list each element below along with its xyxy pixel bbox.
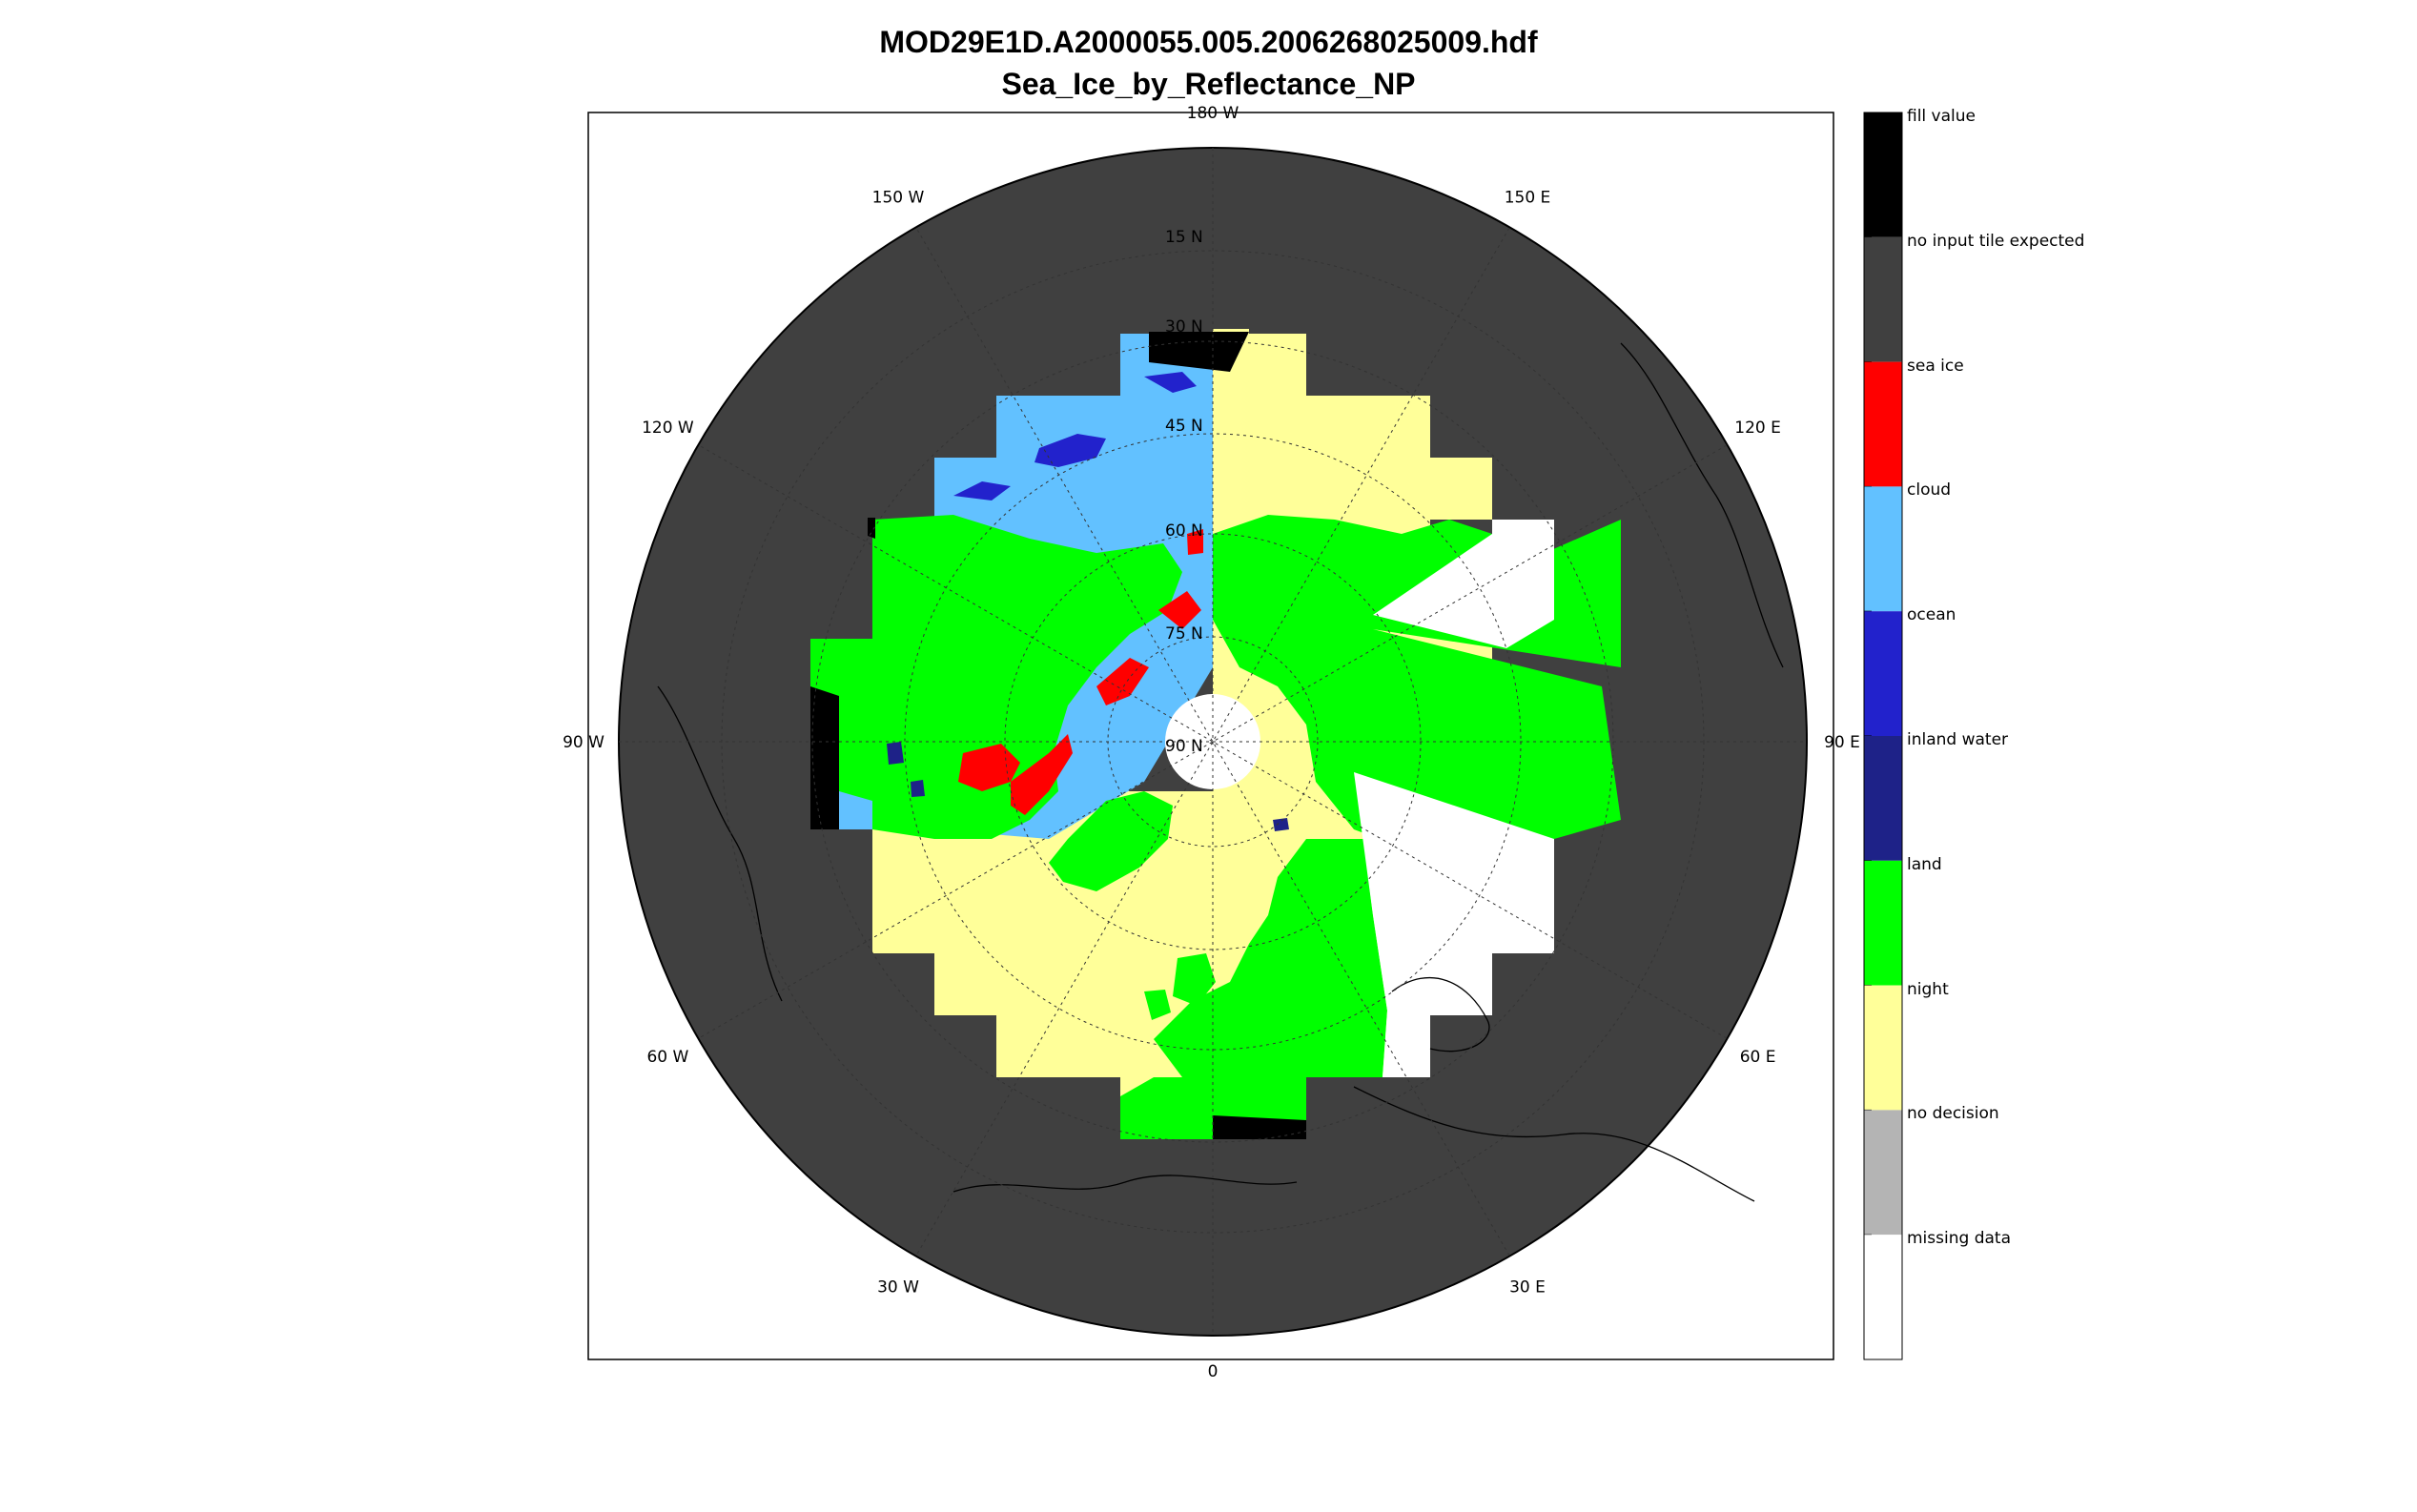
land-europe-islands bbox=[1144, 953, 1216, 1020]
colorbar-swatch bbox=[1864, 860, 1902, 986]
colorbar-swatch bbox=[1864, 1235, 1902, 1359]
lon-label: 120 W bbox=[642, 419, 694, 438]
lon-label: 90 W bbox=[563, 733, 604, 752]
colorbar-swatch bbox=[1864, 985, 1902, 1111]
land-greenland bbox=[1049, 791, 1173, 891]
colorbar-swatch bbox=[1864, 361, 1902, 487]
colorbar-frame bbox=[1863, 112, 1903, 1360]
ocean-region bbox=[953, 372, 1197, 501]
data-layer bbox=[810, 329, 1621, 1139]
colorbar-swatch bbox=[1864, 236, 1902, 362]
colorbar-label: land bbox=[1907, 854, 1942, 874]
missing-data-region bbox=[1373, 520, 1554, 648]
map-subtitle: Sea_Ice_by_Reflectance_NP bbox=[1001, 67, 1416, 101]
lon-label: 90 E bbox=[1824, 733, 1860, 752]
lat-label-75n: 75 N bbox=[1165, 624, 1203, 644]
colorbar-label: missing data bbox=[1907, 1229, 2011, 1249]
coastlines bbox=[657, 342, 1784, 1202]
land-north-america bbox=[810, 515, 1182, 839]
lat-label-90n: 90 N bbox=[1165, 737, 1203, 756]
missing-data-region bbox=[1354, 772, 1554, 1077]
fill-value-region bbox=[868, 518, 875, 539]
lon-label: 180 W bbox=[1187, 104, 1239, 123]
map-title: MOD29E1D.A2000055.005.2006268025009.hdf bbox=[879, 25, 1538, 59]
colorbar-label: no input tile expected bbox=[1907, 231, 2085, 251]
land-eurasia-south bbox=[1154, 839, 1387, 1096]
colorbar-swatch bbox=[1864, 112, 1902, 237]
lat-label-15n: 15 N bbox=[1165, 228, 1203, 247]
lon-label: 150 W bbox=[872, 188, 925, 207]
colorbar-label: fill value bbox=[1907, 107, 1976, 126]
colorbar-swatch bbox=[1864, 486, 1902, 612]
lon-label: 30 E bbox=[1509, 1278, 1546, 1297]
colorbar-swatch bbox=[1864, 1110, 1902, 1236]
fill-value-region bbox=[810, 686, 839, 829]
colorbar-label: inland water bbox=[1907, 730, 2009, 749]
colorbar-label: ocean bbox=[1907, 605, 1956, 625]
colorbar-label: no decision bbox=[1907, 1104, 1999, 1124]
colorbar-label: night bbox=[1907, 979, 1949, 999]
lon-label: 120 E bbox=[1734, 419, 1781, 438]
sea-ice-region bbox=[958, 529, 1203, 815]
fill-value-region bbox=[1213, 1115, 1306, 1139]
latitude-labels: 90 N 75 N 60 N 45 N 30 N 15 N bbox=[1165, 228, 1203, 756]
lat-label-45n: 45 N bbox=[1165, 417, 1203, 436]
colorbar-label: sea ice bbox=[1907, 356, 1964, 376]
colorbar-label: cloud bbox=[1907, 480, 1952, 501]
graticule bbox=[619, 148, 1807, 1336]
lon-label: 150 E bbox=[1505, 188, 1551, 207]
colorbar-swatch bbox=[1864, 611, 1902, 736]
longitude-labels: 0 30 E 60 E 90 E 120 E 150 E 180 W 150 W 120 W 90… bbox=[563, 104, 1860, 1381]
lon-label: 60 W bbox=[646, 1048, 688, 1067]
lat-label-60n: 60 N bbox=[1165, 521, 1203, 541]
lon-label: 0 bbox=[1208, 1362, 1219, 1381]
lon-label: 30 W bbox=[877, 1278, 919, 1297]
lon-label: 60 E bbox=[1740, 1048, 1776, 1067]
colorbar-swatch bbox=[1864, 736, 1902, 861]
lat-label-30n: 30 N bbox=[1165, 317, 1203, 337]
colorbar bbox=[1863, 112, 1903, 1360]
